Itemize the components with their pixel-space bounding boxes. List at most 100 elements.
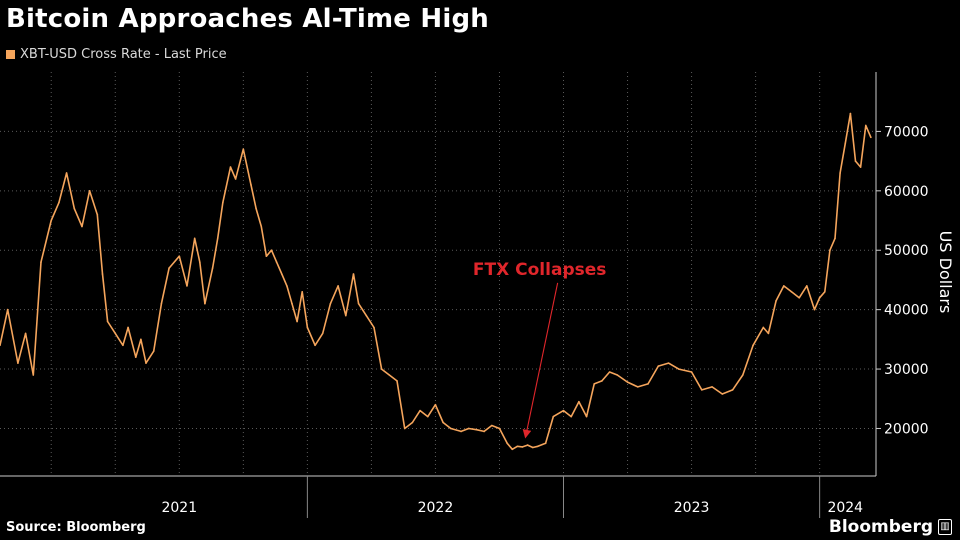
data-point <box>127 326 129 329</box>
data-point <box>204 302 206 305</box>
y-tick-label: 60000 <box>884 184 929 200</box>
data-point <box>442 421 444 424</box>
data-point <box>186 285 188 287</box>
data-point <box>81 225 83 228</box>
data-point <box>616 374 619 376</box>
data-point <box>752 344 754 347</box>
data-point <box>380 368 383 370</box>
data-point <box>483 430 485 433</box>
data-point <box>864 124 867 127</box>
data-point <box>211 267 214 269</box>
data-point <box>823 291 826 293</box>
data-point <box>306 326 309 329</box>
data-point <box>50 219 53 222</box>
data-point <box>806 285 808 287</box>
data-point <box>537 445 539 448</box>
data-point <box>570 415 572 418</box>
data-point <box>234 178 237 180</box>
data-point <box>40 261 42 263</box>
data-point <box>562 409 565 412</box>
data-point <box>145 362 147 364</box>
data-point <box>434 403 437 406</box>
x-tick-label: 2022 <box>418 500 454 516</box>
data-point <box>767 332 770 335</box>
data-point <box>242 148 245 151</box>
y-tick-label: 70000 <box>884 124 929 140</box>
data-point <box>467 427 470 430</box>
legend-label: XBT-USD Cross Rate - Last Price <box>20 47 227 62</box>
data-point <box>134 356 137 358</box>
data-point <box>365 314 368 317</box>
data-point <box>229 166 232 168</box>
data-point <box>721 393 724 395</box>
data-point <box>839 172 841 174</box>
data-point <box>775 299 777 302</box>
data-point <box>222 201 224 204</box>
data-point <box>531 446 534 449</box>
data-point <box>544 442 547 445</box>
data-point <box>762 326 765 329</box>
y-tick-label: 30000 <box>884 362 929 378</box>
data-point <box>677 368 680 370</box>
brand-name: Bloomberg <box>828 517 933 537</box>
data-point <box>329 302 332 305</box>
data-point <box>521 446 524 448</box>
data-point <box>844 142 847 145</box>
data-point <box>636 386 639 388</box>
data-point <box>24 332 27 335</box>
legend: XBT-USD Cross Rate - Last Price <box>6 47 227 62</box>
data-point <box>73 207 76 210</box>
data-point <box>701 389 703 391</box>
x-tick-label: 2021 <box>161 500 197 516</box>
data-point <box>114 332 117 335</box>
data-point <box>511 448 514 451</box>
data-point <box>506 442 508 445</box>
data-point <box>198 261 201 263</box>
data-point <box>690 371 693 373</box>
data-point <box>344 314 347 317</box>
data-point <box>17 362 19 364</box>
chart-title: Bitcoin Approaches Al-Time High <box>6 4 489 34</box>
data-point <box>782 285 785 287</box>
data-point <box>193 237 196 240</box>
bloomberg-logo-icon: ▥ <box>938 519 952 535</box>
annotations: FTX Collapses <box>473 260 606 439</box>
data-point <box>0 344 1 347</box>
data-point <box>106 320 109 323</box>
data-point <box>854 160 857 162</box>
data-point <box>626 381 629 383</box>
data-point <box>742 374 744 376</box>
data-point <box>731 389 734 391</box>
data-point <box>321 332 324 335</box>
annotation-label: FTX Collapses <box>473 260 606 280</box>
data-point <box>578 400 580 403</box>
data-point <box>286 285 288 287</box>
data-point <box>168 267 170 269</box>
data-point <box>314 344 316 347</box>
data-point <box>291 302 293 305</box>
data-point <box>270 249 273 252</box>
data-point <box>216 237 219 240</box>
data-point <box>160 302 163 305</box>
data-point <box>152 350 155 353</box>
data-point <box>657 365 660 367</box>
data-point <box>250 184 252 186</box>
data-point <box>667 362 670 364</box>
data-point <box>6 308 9 311</box>
data-point <box>498 427 501 430</box>
annotation-arrow <box>522 282 559 439</box>
data-point <box>275 261 278 263</box>
data-point <box>450 427 452 430</box>
data-point <box>426 415 429 418</box>
data-point <box>373 326 375 329</box>
data-point <box>870 136 872 139</box>
data-point <box>265 255 268 257</box>
data-point <box>260 225 263 228</box>
data-point <box>101 273 104 275</box>
legend-swatch-icon <box>6 50 15 59</box>
data-point <box>301 291 304 293</box>
data-point <box>647 383 649 385</box>
axes: 20000 30000 40000 50000 60000 70000 2021 2022 20… <box>0 72 929 518</box>
data-point <box>65 172 68 174</box>
data-point <box>396 380 398 382</box>
